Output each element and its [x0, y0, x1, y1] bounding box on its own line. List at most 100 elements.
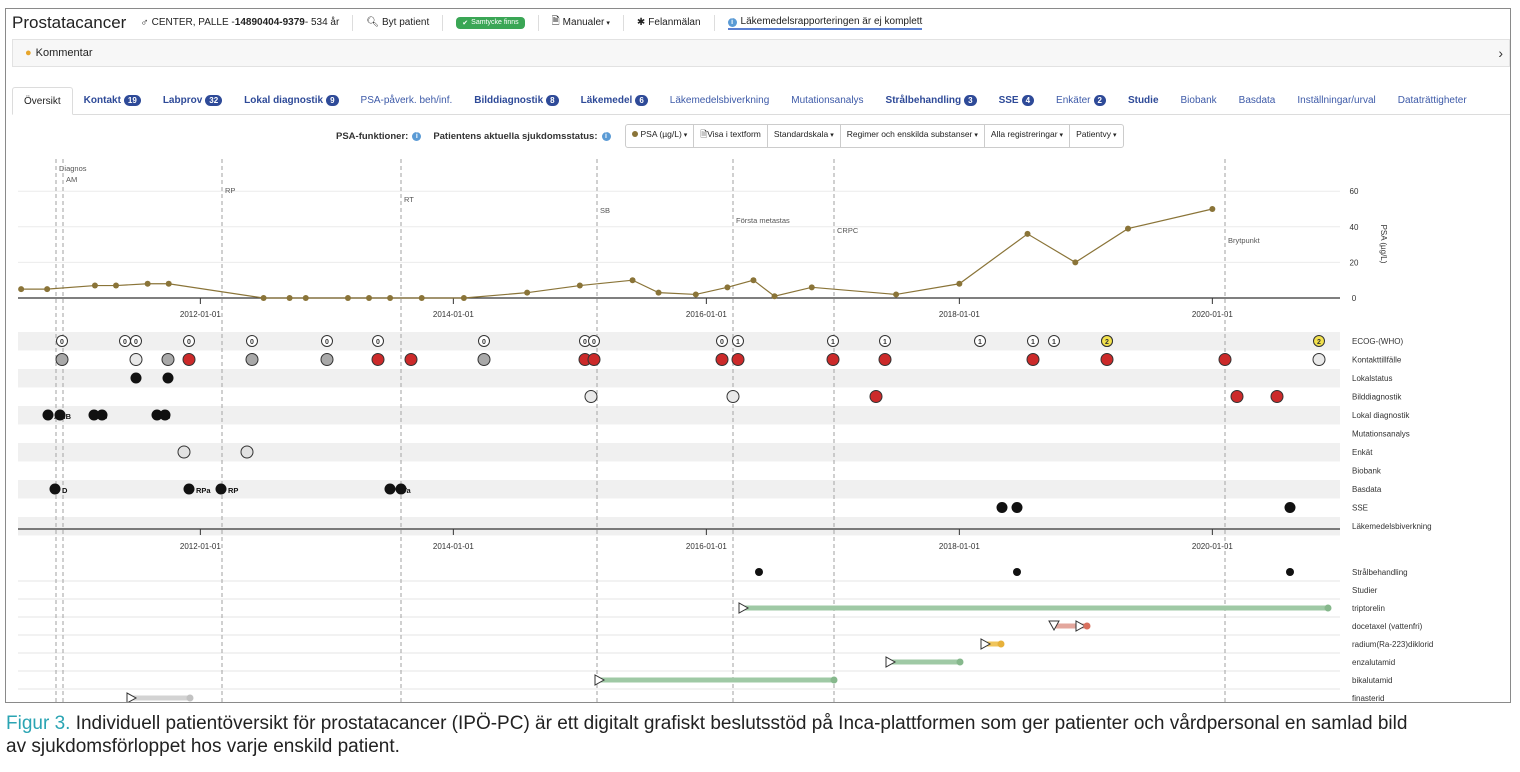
- caption-text: Individuell patientöversikt för prostata…: [6, 713, 1408, 757]
- chart-control-label: Standardskala: [773, 129, 829, 139]
- tab-count-badge: 4: [1021, 95, 1035, 106]
- contact-marker: [129, 353, 143, 366]
- ecog-value: 0: [123, 339, 127, 346]
- tab-13[interactable]: Biobank: [1170, 87, 1228, 114]
- tab-bar: Översikt Kontakt 19 Labprov 32 Lokal diagnost…: [12, 87, 1510, 115]
- tab-3[interactable]: Lokal diagnostik 9: [233, 87, 349, 114]
- date-tick-label: 2016-01-01: [686, 542, 727, 551]
- drug-report-link[interactable]: i Läkemedelsrapporteringen är ej komplett: [713, 14, 936, 31]
- tab-1[interactable]: Kontakt 19: [73, 87, 152, 114]
- manuals-dropdown[interactable]: 🗎 Manualer ▾: [537, 14, 623, 31]
- start-triangle-icon: [980, 638, 992, 650]
- local-diagnostic-marker: [54, 409, 66, 421]
- tab-2[interactable]: Labprov 32: [152, 87, 233, 114]
- psa-toolbar: PSA-funktioner: i Patientens aktuella sj…: [6, 124, 1510, 148]
- tab-count-badge: 3: [964, 95, 977, 106]
- event-label: RT: [404, 195, 414, 204]
- marker-label: RPa: [196, 486, 211, 495]
- treatment-label: finasterid: [1352, 694, 1384, 703]
- tab-6[interactable]: Läkemedel 6: [570, 87, 659, 114]
- tab-count-badge: 6: [635, 95, 648, 106]
- psa-data-point: [692, 291, 699, 298]
- chevron-down-icon: ▾: [606, 19, 610, 27]
- patient-age: - 534 år: [304, 17, 340, 28]
- tab-count-badge: 2: [1093, 95, 1106, 106]
- male-icon: ♂: [140, 16, 149, 29]
- tab-label: Kontakt: [83, 95, 121, 106]
- sse-marker: [1284, 502, 1296, 513]
- tab-16[interactable]: Dataträttigheter: [1387, 87, 1478, 114]
- basdata-marker: [49, 483, 61, 495]
- psa-data-point: [91, 282, 98, 289]
- treatment-label: radium(Ra-223)diklorid: [1352, 640, 1433, 649]
- chevron-down-icon: ▾: [1113, 132, 1117, 139]
- tab-14[interactable]: Basdata: [1228, 87, 1287, 114]
- caption-figure-label: Figur 3.: [6, 713, 71, 734]
- date-tick-label: 2020-01-01: [1192, 542, 1233, 551]
- info-icon[interactable]: i: [412, 131, 422, 141]
- chevron-right-icon[interactable]: ›: [1498, 45, 1503, 61]
- psa-data-point: [724, 284, 731, 291]
- psa-data-point: [1024, 230, 1031, 237]
- app-title: Prostatacancer: [12, 12, 127, 32]
- imaging-marker: [584, 390, 598, 403]
- chart-control-1[interactable]: 🗎Visa i textform: [693, 125, 767, 147]
- ecog-badge: [321, 335, 333, 347]
- error-report-button[interactable]: ✱ Felanmälan: [622, 14, 714, 31]
- date-tick-label: 2018-01-01: [939, 310, 980, 319]
- tab-15[interactable]: Inställningar/urval: [1286, 87, 1386, 114]
- ecog-value: 2: [1105, 339, 1109, 346]
- docetaxel-end-marker: [1083, 622, 1091, 630]
- chart-control-5[interactable]: Patientvy ▾: [1069, 125, 1122, 147]
- date-tick-label: 2018-01-01: [939, 542, 980, 551]
- psa-data-point: [366, 295, 373, 301]
- tab-12[interactable]: Studie: [1117, 87, 1170, 114]
- chart-control-0[interactable]: PSA (µg/L) ▾: [626, 125, 694, 147]
- psa-data-point: [165, 280, 172, 287]
- psa-data-point: [956, 280, 963, 287]
- tab-label: Biobank: [1180, 95, 1217, 106]
- ecog-value: 1: [1052, 339, 1056, 346]
- ecog-badge: [246, 335, 258, 347]
- chart-control-3[interactable]: Regimer och enskilda substanser ▾: [839, 125, 984, 147]
- ecog-badge: [56, 335, 68, 347]
- comment-icon: ●: [25, 47, 32, 59]
- psa-axis-tick: 40: [1350, 223, 1359, 232]
- psa-data-point: [302, 295, 309, 301]
- tab-4[interactable]: PSA-påverk. beh/inf.: [350, 87, 464, 114]
- tab-label: Studie: [1127, 95, 1159, 106]
- tab-9[interactable]: Strålbehandling 3: [875, 87, 988, 114]
- psa-data-point: [629, 277, 636, 284]
- tab-10[interactable]: SSE 4: [988, 87, 1045, 114]
- chart-control-4[interactable]: Alla registreringar ▾: [983, 125, 1069, 147]
- ecog-badge: [1027, 335, 1039, 347]
- tab-label: Läkemedel: [580, 95, 633, 106]
- ecog-value: 0: [250, 339, 254, 346]
- event-label: AM: [66, 175, 77, 184]
- info-icon[interactable]: i: [601, 131, 611, 141]
- tab-0[interactable]: Översikt: [12, 87, 73, 115]
- tab-8[interactable]: Mutationsanalys: [780, 87, 874, 114]
- psa-data-point: [460, 295, 467, 301]
- row-band: [18, 369, 1340, 388]
- ecog-badge: [827, 335, 839, 347]
- psa-data-point: [655, 289, 662, 296]
- change-patient-button[interactable]: 🔍︎ Byt patient: [352, 14, 442, 31]
- ecog-value: 0: [583, 339, 587, 346]
- local-status-marker: [130, 372, 142, 384]
- ecog-value: 0: [720, 339, 724, 346]
- row-label: Läkemedelsbiverkning: [1352, 522, 1432, 531]
- tab-7[interactable]: Läkemedelsbiverkning: [659, 87, 781, 114]
- ecog-value: 0: [482, 339, 486, 346]
- basdata-marker: [384, 483, 396, 495]
- tab-11[interactable]: Enkäter 2: [1045, 87, 1117, 114]
- contact-marker: [320, 353, 334, 366]
- psa-axis-tick: 20: [1350, 258, 1359, 267]
- row-label: Bilddiagnostik: [1352, 393, 1402, 402]
- tab-5[interactable]: Bilddiagnostik 8: [463, 87, 569, 114]
- chart-control-2[interactable]: Standardskala ▾: [766, 125, 840, 147]
- treatment-label: docetaxel (vattenfri): [1352, 622, 1423, 631]
- comment-panel[interactable]: ● Kommentar ›: [12, 39, 1510, 67]
- contact-marker: [826, 353, 840, 366]
- tab-label: Mutationsanalys: [791, 95, 864, 106]
